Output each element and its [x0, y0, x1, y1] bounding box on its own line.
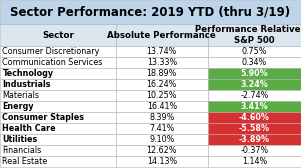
Bar	[116, 79, 208, 90]
Bar	[208, 112, 301, 123]
Bar	[0, 0, 301, 24]
Bar	[116, 112, 208, 123]
Bar	[0, 57, 116, 68]
Text: 0.34%: 0.34%	[242, 58, 267, 67]
Text: -5.58%: -5.58%	[239, 124, 270, 133]
Text: 12.62%: 12.62%	[147, 146, 177, 155]
Text: Communication Services: Communication Services	[2, 58, 103, 67]
Bar	[208, 90, 301, 101]
Text: 9.10%: 9.10%	[149, 135, 175, 144]
Bar	[116, 57, 208, 68]
Bar	[116, 123, 208, 134]
Bar	[116, 156, 208, 167]
Bar	[208, 145, 301, 156]
Bar	[0, 156, 116, 167]
Bar	[0, 123, 116, 134]
Bar	[208, 24, 301, 46]
Bar	[0, 112, 116, 123]
Text: Utilities: Utilities	[2, 135, 38, 144]
Bar	[116, 134, 208, 145]
Text: Health Care: Health Care	[2, 124, 56, 133]
Text: 13.33%: 13.33%	[147, 58, 177, 67]
Text: 18.89%: 18.89%	[147, 69, 177, 78]
Text: 14.13%: 14.13%	[147, 157, 177, 166]
Text: 0.75%: 0.75%	[242, 47, 267, 56]
Text: -0.37%: -0.37%	[240, 146, 268, 155]
Text: -2.74%: -2.74%	[240, 91, 268, 100]
Text: 10.25%: 10.25%	[147, 91, 177, 100]
Bar	[116, 46, 208, 57]
Bar	[208, 123, 301, 134]
Text: 13.74%: 13.74%	[147, 47, 177, 56]
Bar	[208, 57, 301, 68]
Bar	[208, 101, 301, 112]
Bar	[208, 134, 301, 145]
Text: Performance Relative to
S&P 500: Performance Relative to S&P 500	[195, 25, 301, 45]
Bar	[208, 68, 301, 79]
Text: 1.14%: 1.14%	[242, 157, 267, 166]
Bar	[0, 68, 116, 79]
Text: Energy: Energy	[2, 102, 34, 111]
Bar	[0, 24, 116, 46]
Bar	[116, 145, 208, 156]
Text: 3.41%: 3.41%	[240, 102, 268, 111]
Bar	[0, 134, 116, 145]
Bar	[0, 79, 116, 90]
Text: 7.41%: 7.41%	[149, 124, 175, 133]
Bar	[116, 90, 208, 101]
Text: Financials: Financials	[2, 146, 42, 155]
Bar	[0, 145, 116, 156]
Text: Technology: Technology	[2, 69, 54, 78]
Bar	[0, 101, 116, 112]
Text: Materials: Materials	[2, 91, 39, 100]
Text: Consumer Discretionary: Consumer Discretionary	[2, 47, 100, 56]
Bar	[0, 46, 116, 57]
Text: Sector: Sector	[42, 31, 74, 39]
Bar	[208, 46, 301, 57]
Text: Real Estate: Real Estate	[2, 157, 48, 166]
Bar	[208, 156, 301, 167]
Text: -3.89%: -3.89%	[239, 135, 270, 144]
Text: Industrials: Industrials	[2, 80, 51, 89]
Text: Sector Performance: 2019 YTD (thru 3/19): Sector Performance: 2019 YTD (thru 3/19)	[11, 6, 290, 18]
Text: 8.39%: 8.39%	[149, 113, 175, 122]
Bar	[116, 101, 208, 112]
Text: 3.24%: 3.24%	[240, 80, 268, 89]
Bar	[116, 68, 208, 79]
Text: Consumer Staples: Consumer Staples	[2, 113, 84, 122]
Text: 16.41%: 16.41%	[147, 102, 177, 111]
Text: -4.60%: -4.60%	[239, 113, 270, 122]
Bar	[116, 24, 208, 46]
Bar	[0, 90, 116, 101]
Text: 16.24%: 16.24%	[147, 80, 177, 89]
Text: Absolute Performance: Absolute Performance	[107, 31, 216, 39]
Bar	[208, 79, 301, 90]
Text: 5.90%: 5.90%	[240, 69, 268, 78]
